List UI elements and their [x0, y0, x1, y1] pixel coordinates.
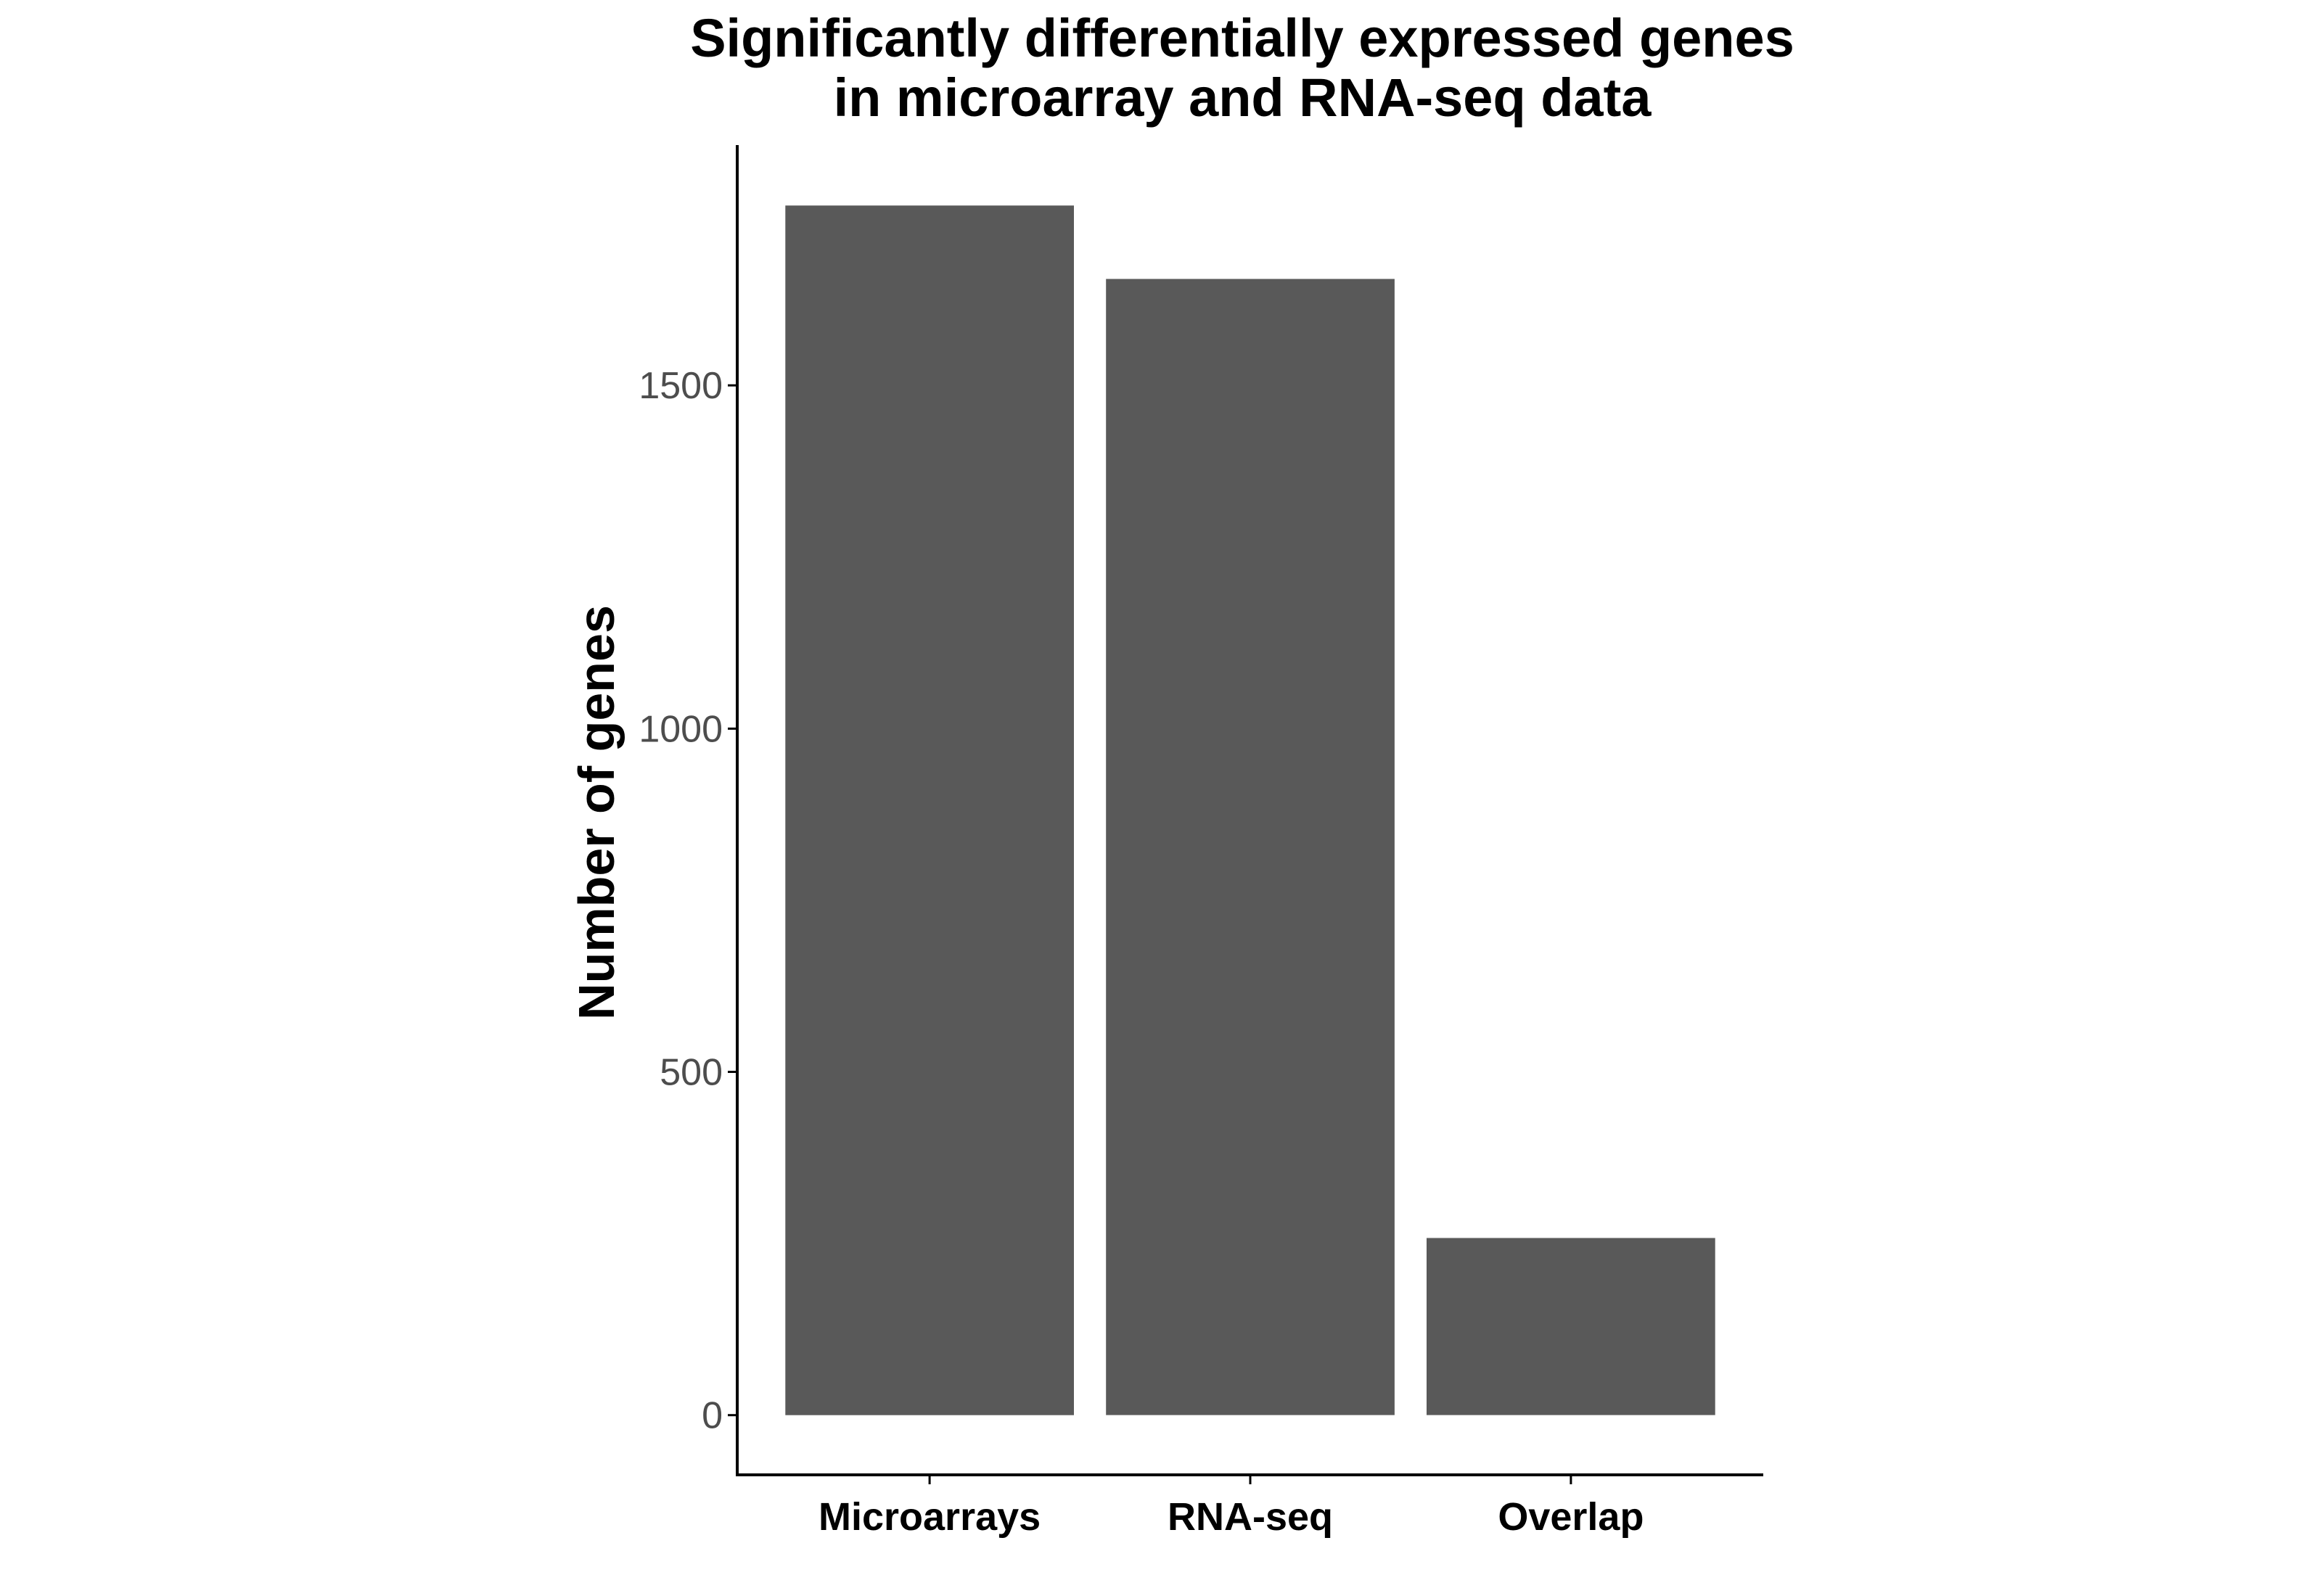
chart-title-line-1: Significantly differentially expressed g… — [690, 8, 1794, 68]
y-tick-label: 0 — [702, 1395, 723, 1437]
x-tick-label: RNA-seq — [1168, 1495, 1333, 1539]
bar-overlap — [1427, 1238, 1715, 1415]
bar-rna-seq — [1106, 279, 1395, 1415]
bar-group — [785, 205, 1715, 1415]
y-tick-label: 500 — [660, 1052, 723, 1094]
bar-microarrays — [785, 205, 1074, 1415]
x-tick-label: Microarrays — [819, 1495, 1041, 1539]
y-tick-label: 1500 — [639, 365, 723, 407]
x-tick-label: Overlap — [1498, 1495, 1644, 1539]
y-axis-ticks: 0 500 1000 1500 — [639, 365, 737, 1437]
chart-title-line-2: in microarray and RNA-seq data — [834, 67, 1652, 128]
y-axis-label: Number of genes — [568, 605, 625, 1020]
chart-title: Significantly differentially expressed g… — [690, 8, 1794, 128]
x-axis-ticks: Microarrays RNA-seq Overlap — [819, 1475, 1644, 1539]
y-tick-label: 1000 — [639, 708, 723, 750]
